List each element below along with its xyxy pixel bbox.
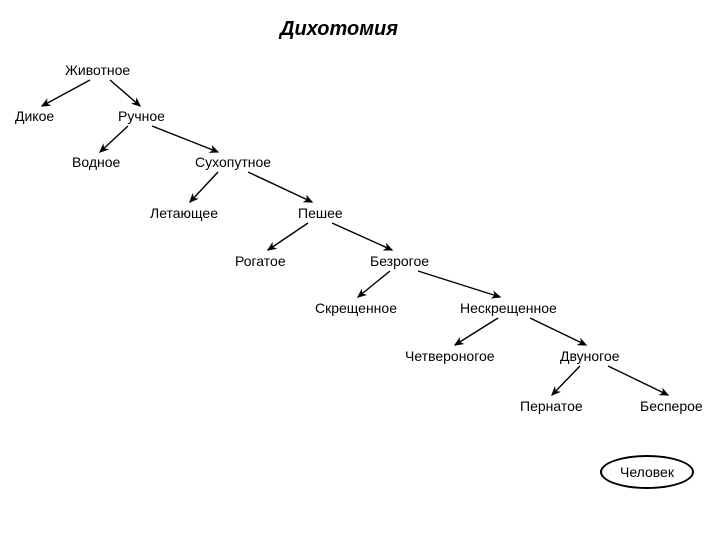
edge	[190, 172, 218, 202]
node-animal: Животное	[65, 62, 130, 78]
node-uncrossed: Нескрещенное	[460, 300, 557, 316]
node-land: Сухопутное	[195, 154, 271, 170]
node-aquatic: Водное	[72, 154, 120, 170]
node-horned: Рогатое	[235, 253, 286, 269]
edge	[42, 80, 90, 106]
node-wild: Дикое	[15, 108, 54, 124]
node-fourleg: Четвероногое	[405, 348, 495, 364]
node-feathered: Пернатое	[520, 398, 583, 414]
edge	[455, 318, 498, 345]
final-node-human: Человек	[600, 455, 694, 489]
node-crossed: Скрещенное	[315, 300, 397, 316]
node-featherless: Бесперое	[640, 398, 703, 414]
node-tame: Ручное	[118, 108, 165, 124]
edge	[358, 271, 390, 297]
node-twoleg: Двуногое	[560, 348, 620, 364]
edge	[418, 271, 500, 297]
edge	[530, 318, 586, 345]
edge	[100, 126, 128, 152]
diagram-title: Дихотомия	[280, 18, 398, 41]
diagram-canvas: Дихотомия Животное Дикое Ручное Водное Сухоп…	[0, 0, 720, 540]
final-node-label: Человек	[620, 464, 674, 480]
edge	[552, 366, 580, 395]
node-walking: Пешее	[298, 205, 343, 221]
edge	[608, 366, 668, 395]
edge	[332, 223, 392, 250]
arrows-layer	[0, 0, 720, 540]
edge	[248, 172, 312, 202]
edge	[110, 80, 140, 106]
node-flying: Летающее	[150, 205, 218, 221]
node-hornless: Безрогое	[370, 253, 429, 269]
edge	[152, 126, 218, 152]
edge	[268, 223, 308, 250]
